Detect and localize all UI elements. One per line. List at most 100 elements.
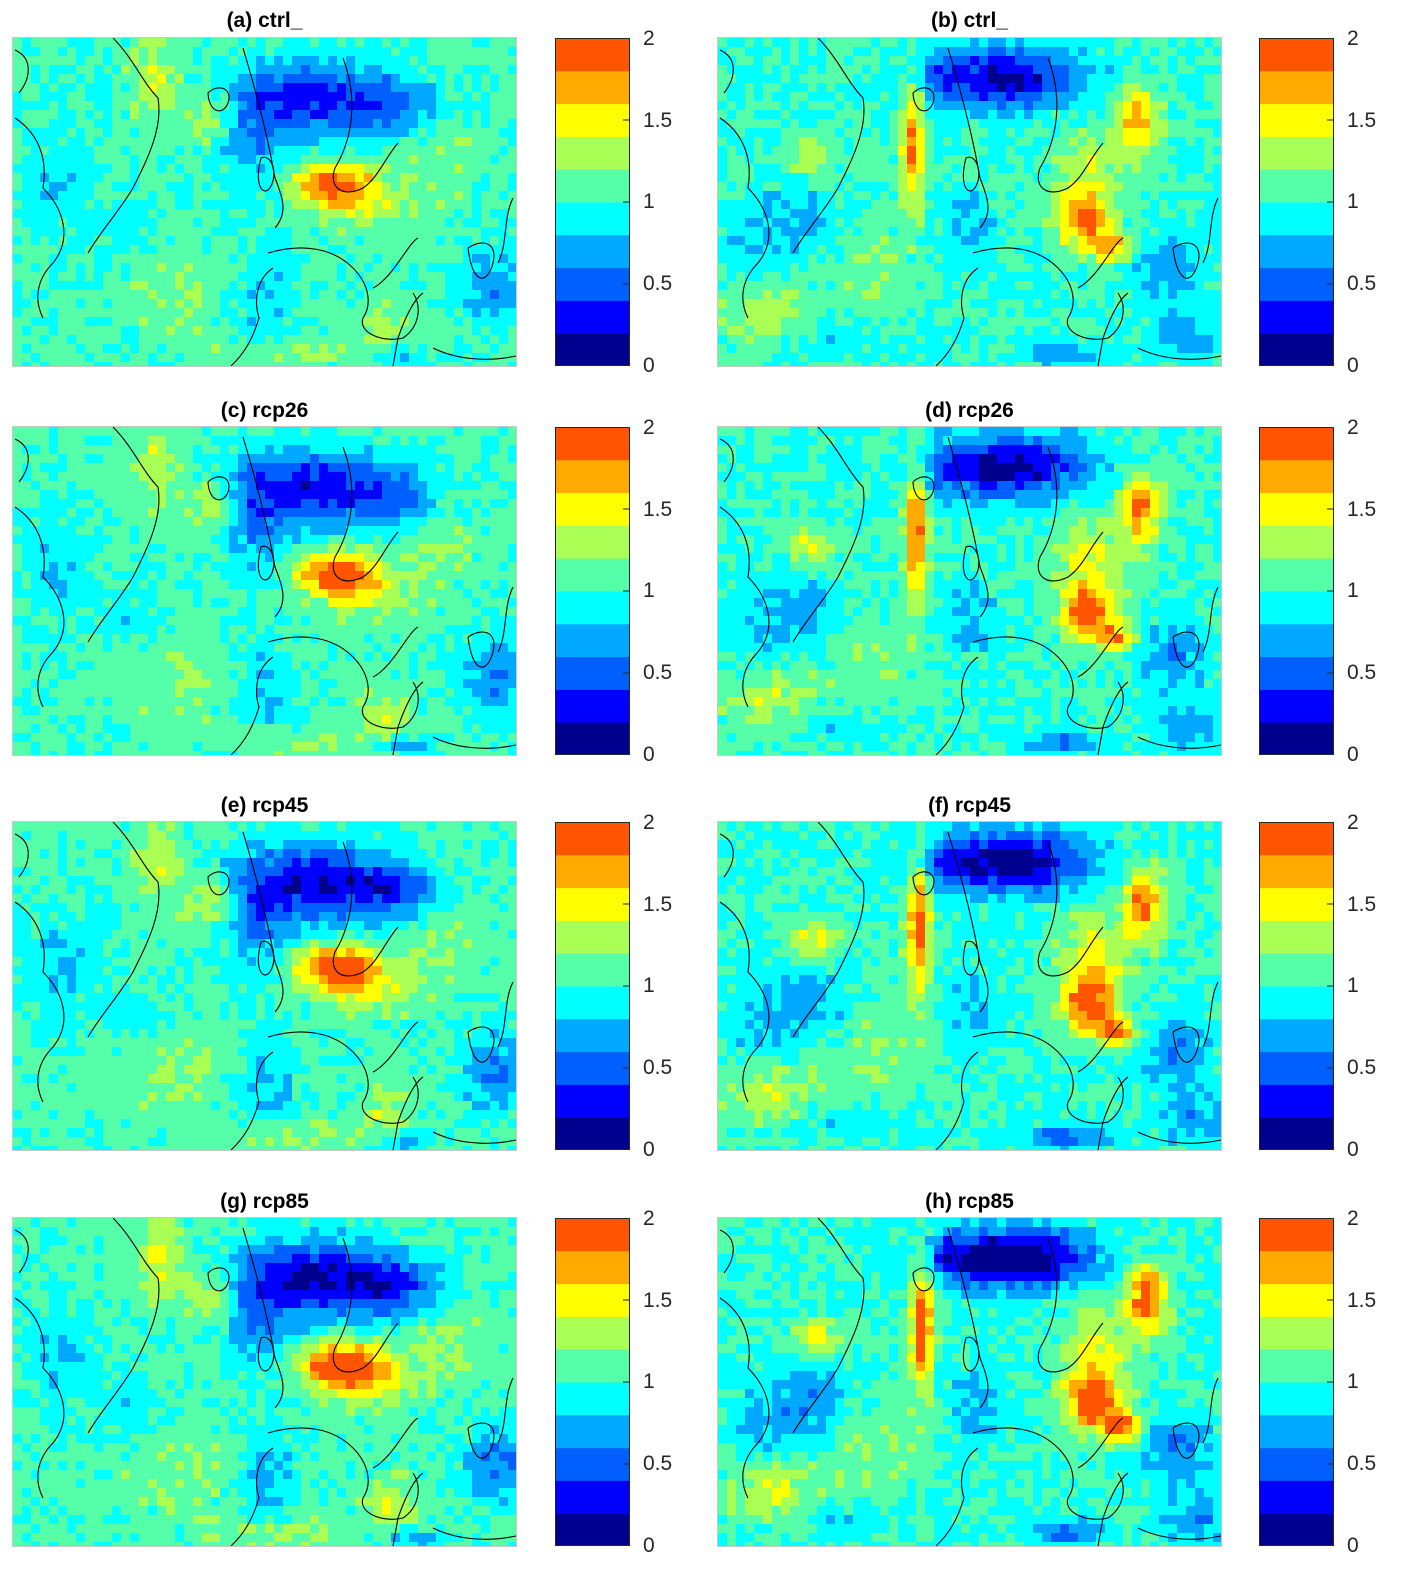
- map-d: [718, 427, 1221, 755]
- contour-map-svg: [718, 427, 1221, 755]
- coastline: [87, 427, 160, 643]
- colorbar-segment: [1259, 103, 1334, 137]
- colorbar-segment: [555, 202, 630, 236]
- coastline: [87, 822, 160, 1038]
- colorbar-tick-2: 2: [1347, 811, 1359, 834]
- colorbar-segment: [1259, 1316, 1334, 1350]
- colorbar-segment: [1259, 822, 1334, 856]
- colorbar-segment: [1259, 427, 1334, 461]
- coastline: [432, 586, 516, 749]
- panel-title-e: (e) rcp45: [220, 794, 309, 817]
- colorbar-svg: [555, 427, 630, 755]
- colorbar-segment: [1259, 623, 1334, 658]
- colorbar-tick-1: 1: [643, 190, 655, 213]
- coastline: [267, 247, 419, 340]
- coastline: [267, 1427, 419, 1520]
- coastline: [719, 49, 770, 319]
- colorbar-segment: [1259, 1283, 1334, 1317]
- coastline: [257, 1336, 275, 1372]
- map-e: [13, 822, 516, 1150]
- coastline: [267, 1031, 419, 1124]
- coastline: [792, 1218, 865, 1434]
- coastline-layer: [719, 38, 1221, 366]
- colorbar-tick-2: 2: [1347, 416, 1359, 439]
- coastline: [230, 1447, 274, 1546]
- coastline: [230, 1051, 274, 1150]
- coastline: [332, 841, 399, 977]
- colorbar-segment: [1259, 267, 1334, 301]
- map-c: [13, 427, 516, 755]
- map-g: [13, 1218, 516, 1546]
- colorbar-segment: [555, 300, 630, 334]
- colorbar-segment: [1259, 1117, 1334, 1150]
- colorbar-segment: [555, 1382, 630, 1416]
- colorbar-tick-1.5: 1.5: [643, 893, 673, 916]
- colorbar-tick-1: 1: [1347, 190, 1359, 213]
- colorbar-tick-1.5: 1.5: [1347, 893, 1377, 916]
- coastline: [1137, 1377, 1221, 1540]
- colorbar-segment: [555, 169, 630, 203]
- coastline: [432, 1377, 516, 1540]
- colorbar-tick-1.5: 1.5: [1347, 1289, 1377, 1312]
- colorbar-segment: [555, 854, 630, 889]
- coastline: [1077, 1021, 1129, 1150]
- colorbar-segment: [1259, 1480, 1334, 1514]
- colorbar-segment: [1259, 1018, 1334, 1053]
- colorbar-segment: [1259, 1051, 1334, 1085]
- coastline: [332, 1237, 399, 1373]
- colorbar-segment: [1259, 1414, 1334, 1449]
- coastline: [935, 656, 979, 755]
- colorbar-segment: [1259, 920, 1334, 954]
- coastline: [207, 1267, 230, 1292]
- coastline: [719, 1229, 770, 1499]
- colorbar-segment: [1259, 169, 1334, 203]
- colorbar-segment: [1259, 38, 1334, 72]
- colorbar-segment: [555, 1051, 630, 1085]
- coastline: [935, 1447, 979, 1546]
- colorbar-tick-0: 0: [643, 1138, 655, 1161]
- coastline: [792, 427, 865, 643]
- colorbar-segment: [555, 822, 630, 856]
- colorbar-segment: [555, 1480, 630, 1514]
- colorbar-g: [555, 1218, 630, 1546]
- coastline: [912, 1267, 935, 1292]
- contour-map-svg: [13, 427, 516, 755]
- colorbar-tick-1: 1: [1347, 1370, 1359, 1393]
- coastline: [1137, 197, 1221, 360]
- colorbar-segment: [555, 722, 630, 755]
- colorbar-segment: [1259, 136, 1334, 170]
- colorbar-svg: [1259, 822, 1334, 1150]
- coastline: [1037, 446, 1104, 582]
- colorbar-tick-0.5: 0.5: [1347, 1056, 1377, 1079]
- colorbar-segment: [1259, 689, 1334, 723]
- coastline: [230, 267, 274, 366]
- colorbar-tick-0.5: 0.5: [1347, 272, 1377, 295]
- colorbar-segment: [1259, 986, 1334, 1020]
- coastline: [467, 242, 495, 279]
- contour-field: [718, 1218, 1221, 1546]
- colorbar-segment: [1259, 1513, 1334, 1546]
- colorbar-segment: [555, 525, 630, 559]
- panel-title-c: (c) rcp26: [220, 399, 309, 422]
- colorbar-segment: [1259, 953, 1334, 987]
- colorbar-tick-0: 0: [643, 1534, 655, 1557]
- coastline: [962, 156, 980, 192]
- coastline: [1037, 841, 1104, 977]
- colorbar-segment: [1259, 202, 1334, 236]
- colorbar-segment: [555, 1447, 630, 1481]
- colorbar-tick-0: 0: [643, 743, 655, 766]
- coastline: [962, 1336, 980, 1372]
- colorbar-tick-1.5: 1.5: [1347, 109, 1377, 132]
- colorbar-segment: [555, 1117, 630, 1150]
- colorbar-tick-0.5: 0.5: [1347, 661, 1377, 684]
- colorbar-segment: [555, 1018, 630, 1053]
- colorbar-tick-0.5: 0.5: [643, 661, 673, 684]
- colorbar-tick-0.5: 0.5: [1347, 1452, 1377, 1475]
- contour-field: [13, 1218, 516, 1546]
- coastline: [719, 438, 770, 708]
- contour-field: [13, 822, 516, 1150]
- coastline: [230, 656, 274, 755]
- colorbar-segment: [555, 1218, 630, 1252]
- contour-map-svg: [718, 38, 1221, 366]
- colorbar-tick-1: 1: [643, 974, 655, 997]
